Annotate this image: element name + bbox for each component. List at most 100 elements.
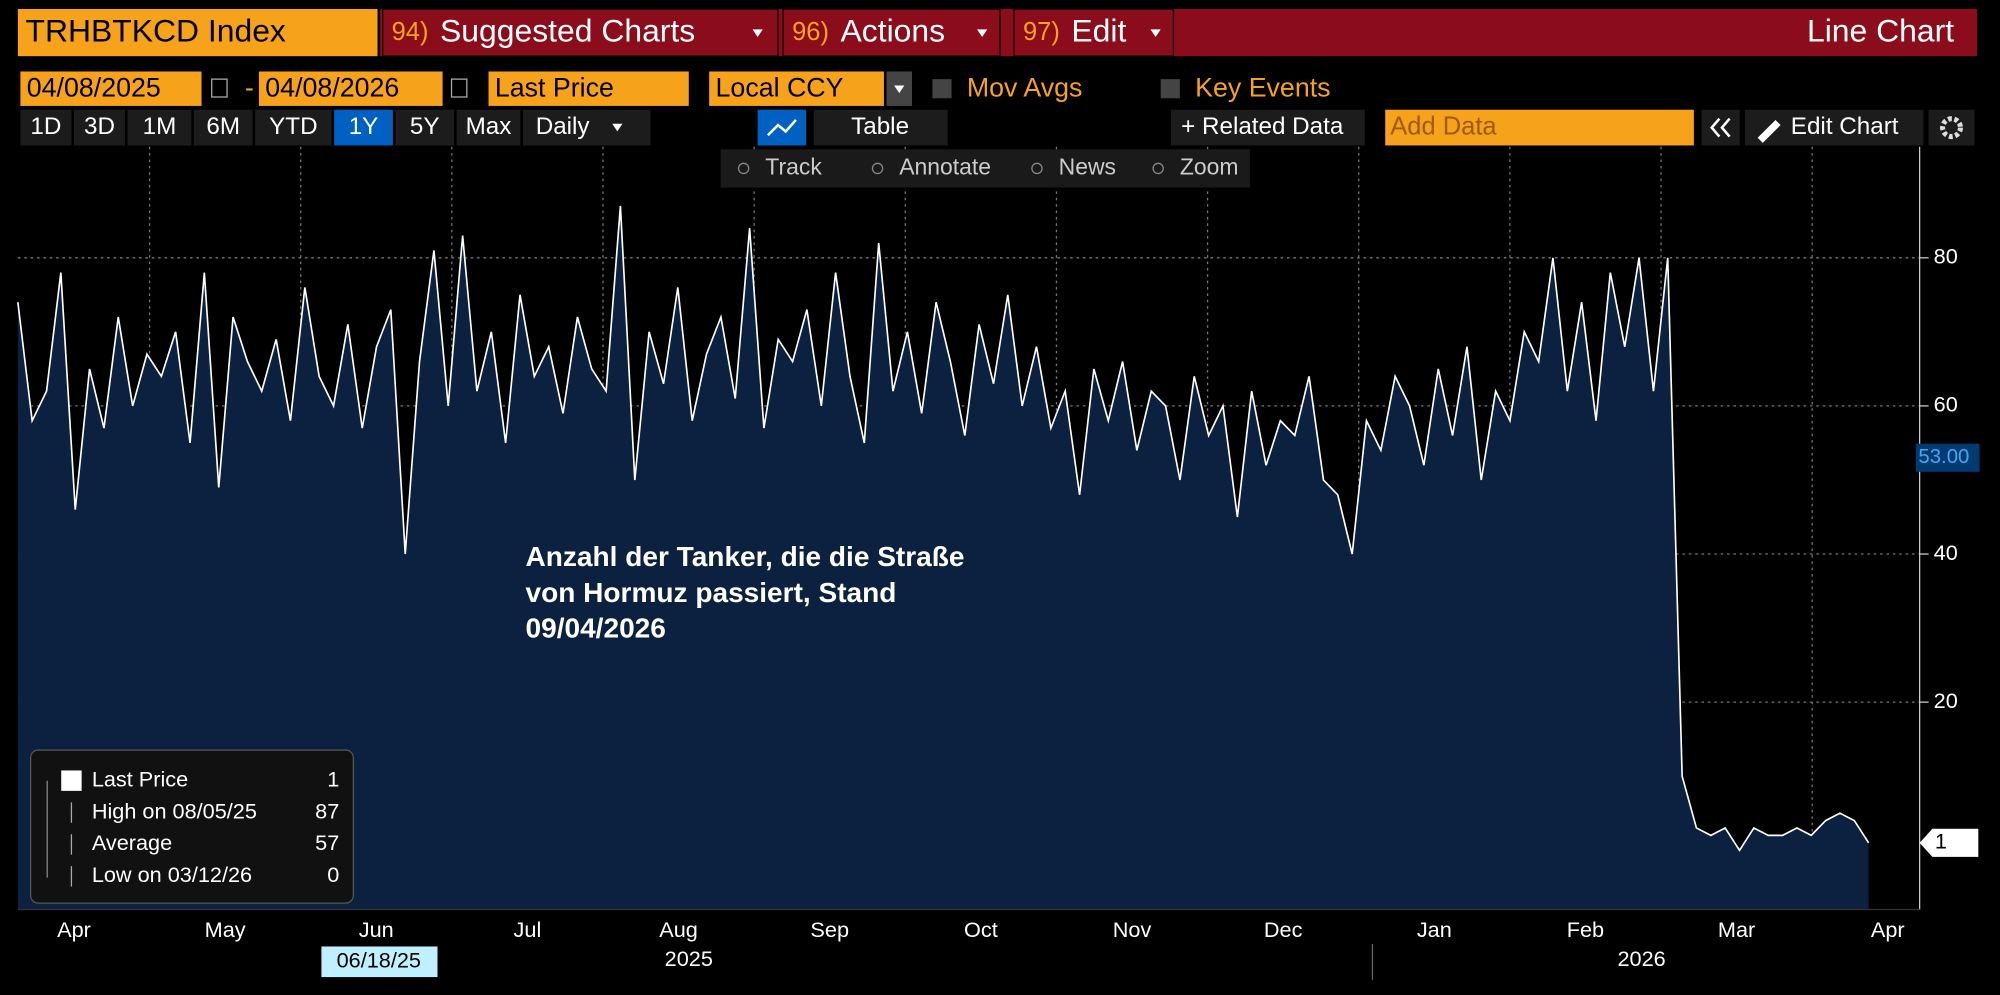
tool-label[interactable]: Zoom xyxy=(1180,153,1239,179)
y-tick-label: 20 xyxy=(1934,688,1958,713)
menu-item[interactable] xyxy=(782,8,1001,57)
field-box[interactable] xyxy=(488,71,689,106)
area xyxy=(17,205,1869,910)
period-label: 5Y xyxy=(410,113,440,140)
x-tick-label: May xyxy=(205,917,246,942)
legend-value: 0 xyxy=(327,862,339,887)
x-tick-label: Dec xyxy=(1264,917,1303,942)
field: Last Price xyxy=(495,72,614,102)
period-button[interactable] xyxy=(456,109,521,146)
legend-name: Low on 03/12/26 xyxy=(92,862,252,887)
add-data-input[interactable] xyxy=(1385,109,1694,146)
calendar-icon xyxy=(211,78,228,98)
start-date: 04/08/2025 xyxy=(27,72,161,102)
tool-label[interactable]: Track xyxy=(765,153,822,179)
legend-value: 1 xyxy=(327,766,339,791)
legend-name: Last Price xyxy=(92,766,188,791)
end-date-box[interactable] xyxy=(258,71,443,106)
period-button[interactable] xyxy=(127,109,192,146)
view-title: Line Chart xyxy=(1807,13,1954,49)
y-tick-label: 80 xyxy=(1934,244,1958,269)
period-button[interactable] xyxy=(255,109,332,146)
tool-label[interactable]: News xyxy=(1059,153,1116,179)
annotation: Anzahl der Tanker, die die Straße xyxy=(526,541,965,572)
tool-icon xyxy=(1152,162,1164,175)
period-button[interactable] xyxy=(395,109,455,146)
period-label: 6M xyxy=(206,113,240,140)
period-button[interactable] xyxy=(334,109,393,146)
pencil-icon xyxy=(1757,119,1781,143)
menu-number: 96) xyxy=(792,18,829,46)
dropdown-arrow xyxy=(752,29,763,38)
period-label: 1M xyxy=(143,113,177,140)
mov-avgs: Mov Avgs xyxy=(967,72,1083,102)
currency-box[interactable] xyxy=(709,71,884,106)
tools-bar xyxy=(720,149,1250,188)
menu-label: Actions xyxy=(841,13,946,49)
legend-box xyxy=(29,749,354,904)
x-tick-label: Jan xyxy=(1417,917,1452,942)
x-tick-label: Jun xyxy=(359,917,394,942)
period-button[interactable] xyxy=(193,109,253,146)
line-icon xyxy=(766,119,797,137)
currency: Local CCY xyxy=(716,72,844,102)
table: Table xyxy=(851,113,909,140)
menu-number: 94) xyxy=(392,18,429,46)
menu-item[interactable] xyxy=(1013,8,1175,57)
checkbox[interactable] xyxy=(932,79,952,99)
period-button[interactable] xyxy=(73,109,125,146)
marker-box xyxy=(1915,443,1980,472)
tool-label[interactable]: Annotate xyxy=(899,153,991,179)
tool-icon xyxy=(737,162,750,175)
menu-label: Suggested Charts xyxy=(440,13,695,49)
year-label: 2026 xyxy=(1617,946,1665,971)
tool-icon xyxy=(871,162,884,175)
marker-label: 53.00 xyxy=(1918,446,1969,468)
checkbox[interactable] xyxy=(1160,79,1180,99)
period-label: Max xyxy=(466,113,512,140)
period-label: 1D xyxy=(30,113,61,140)
x-tick-label: Oct xyxy=(964,917,998,942)
menu-number: 97) xyxy=(1023,18,1060,46)
year-label: 2025 xyxy=(665,946,713,971)
legend-swatch xyxy=(61,770,82,791)
menu-label: Edit xyxy=(1071,13,1126,49)
x-tick-label: Aug xyxy=(659,917,698,942)
collapse-icon xyxy=(1710,117,1731,138)
menu-item[interactable] xyxy=(382,8,779,57)
period-label: 3D xyxy=(84,113,115,140)
frequency-button[interactable] xyxy=(522,109,651,146)
ticker-box[interactable] xyxy=(17,8,378,57)
x-tick-label: Feb xyxy=(1567,917,1604,942)
x-tick-label: Nov xyxy=(1113,917,1152,942)
y-tick-label: 60 xyxy=(1934,392,1958,417)
last-value-box xyxy=(1919,828,1979,857)
x-tick-label: Apr xyxy=(57,917,91,942)
gear-icon xyxy=(1940,116,1964,140)
period-label: YTD xyxy=(269,113,317,140)
related-button[interactable] xyxy=(1170,109,1365,146)
dropdown-arrow xyxy=(1150,29,1161,38)
annotation: von Hormuz passiert, Stand xyxy=(526,577,897,608)
annotation: 09/04/2026 xyxy=(526,613,666,644)
table-button[interactable] xyxy=(813,109,948,146)
related-data: + Related Data xyxy=(1181,113,1344,140)
period-button[interactable] xyxy=(20,109,72,146)
frequency: Daily xyxy=(536,113,591,140)
legend-name: High on 08/05/25 xyxy=(92,798,257,823)
date-dash: - xyxy=(245,72,254,102)
ticker: TRHBTKCD Index xyxy=(26,13,286,49)
price-line xyxy=(17,205,1870,852)
start-date-box[interactable] xyxy=(20,71,202,106)
legend-name: Average xyxy=(92,830,172,855)
settings-button[interactable] xyxy=(1928,109,1975,146)
last-value-label: 1 xyxy=(1935,829,1947,854)
x-tick-label: Jul xyxy=(514,917,542,942)
edit-chart: Edit Chart xyxy=(1791,113,1899,140)
dropdown-arrow xyxy=(612,123,623,132)
tool-icon xyxy=(1031,162,1043,175)
x-tick-label: Mar xyxy=(1718,917,1755,942)
y-tick-label: 40 xyxy=(1934,540,1958,565)
add-data: Add Data xyxy=(1390,112,1497,140)
